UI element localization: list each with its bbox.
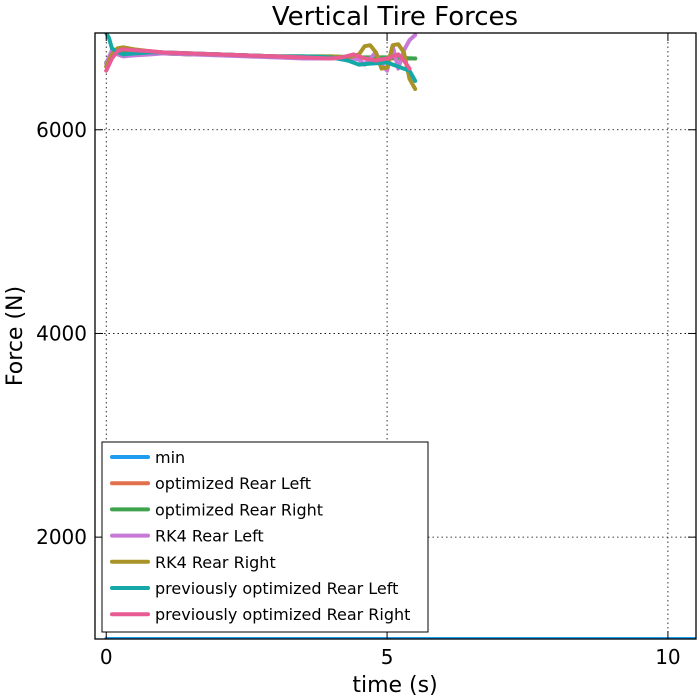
series-lines (104, 33, 696, 639)
x-axis-label: time (s) (352, 673, 437, 698)
x-tick-label-1: 5 (381, 645, 394, 669)
x-tick-label-2: 10 (655, 645, 680, 669)
legend-box (101, 441, 429, 633)
legend-label-previously-optimized-rear-left: previously optimized Rear Left (155, 579, 398, 598)
legend-label-min: min (155, 448, 185, 467)
y-tick-label-1: 4000 (36, 321, 87, 345)
plot-frame (94, 32, 697, 640)
series-line-previously-optimized-rear-right (104, 47, 412, 73)
y-tick-label-0: 2000 (36, 525, 87, 549)
y-axis-label: Force (N) (3, 286, 28, 386)
legend: min optimized Rear Left optimized Rear Rig… (101, 441, 429, 633)
legend-label-rk4-rear-left: RK4 Rear Left (155, 527, 264, 546)
chart-title: Vertical Tire Forces (272, 2, 518, 32)
legend-label-previously-optimized-rear-right: previously optimized Rear Right (155, 605, 410, 624)
legend-label-optimized-rear-left: optimized Rear Left (155, 474, 311, 493)
axes (94, 32, 697, 640)
legend-label-optimized-rear-right: optimized Rear Right (155, 500, 323, 519)
x-tick-label-0: 0 (100, 645, 113, 669)
y-tick-label-2: 6000 (36, 118, 87, 142)
tick-labels: 0 5 10 2000 4000 6000 (36, 33, 696, 669)
legend-label-rk4-rear-right: RK4 Rear Right (155, 553, 276, 572)
